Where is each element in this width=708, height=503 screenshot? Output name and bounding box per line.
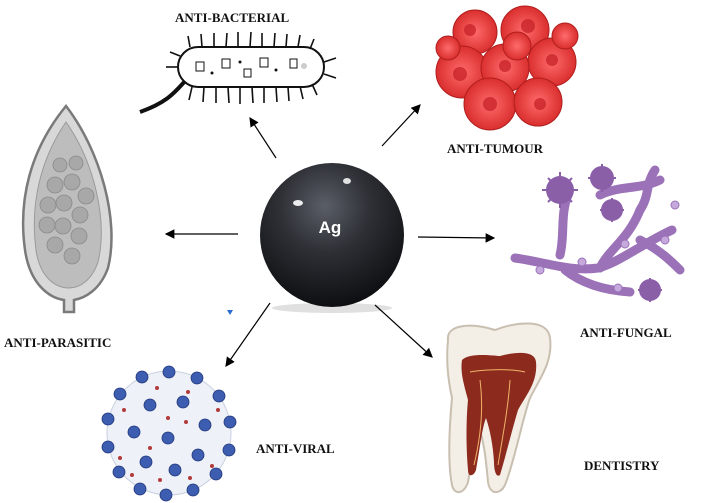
label-dentistry: DENTISTRY [584,458,660,473]
small-blue-mark [227,310,233,315]
arrow-to-viral [225,302,271,367]
silver-sphere [260,163,404,313]
arrows [164,104,496,367]
label-anti-tumour: ANTI-TUMOUR [447,141,544,156]
parasite-egg-icon [21,103,113,314]
arrow-to-bacterial [249,116,277,159]
label-anti-bacterial: ANTI-BACTERIAL [175,10,290,25]
tooth-icon [446,322,552,494]
arrow-to-fungal [417,233,496,243]
arrow-to-tumour [381,104,421,147]
label-anti-viral: ANTI-VIRAL [256,441,335,456]
arrow-to-dentistry [374,304,433,358]
virus-icon [101,365,237,502]
center-label-ag: Ag [318,218,342,237]
fungal-hyphae-icon [510,164,685,302]
tumour-nuclei [453,19,558,111]
label-anti-parasitic: ANTI-PARASITIC [4,335,112,350]
label-anti-fungal: ANTI-FUNGAL [580,325,672,340]
bacterium-icon [139,31,337,114]
